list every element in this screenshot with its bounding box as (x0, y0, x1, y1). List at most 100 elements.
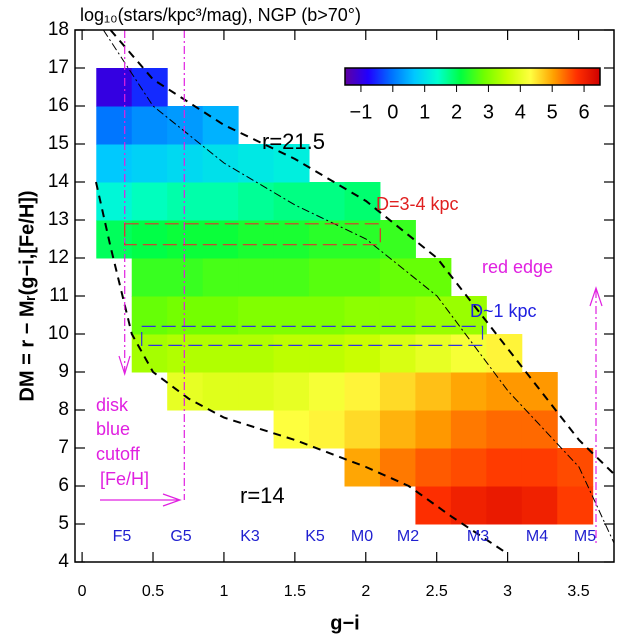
heatmap-cell (131, 296, 168, 335)
heatmap-cell (238, 334, 275, 373)
spectral-type-label: M5 (574, 528, 596, 545)
heatmap-cell (309, 334, 345, 373)
heatmap-cell (273, 220, 310, 259)
arrow-head (589, 286, 603, 307)
heatmap-cell (415, 410, 452, 449)
distance-box-1kpc (141, 325, 484, 346)
annotation: D~1 kpc (470, 301, 537, 321)
heatmap-cell (167, 334, 204, 373)
y-tick-label: 9 (58, 361, 69, 382)
y-axis-label: DM = r − Mᵣ(g−i,[Fe/H]) (16, 190, 38, 401)
colorbar-tick-label: 3 (483, 101, 494, 123)
spectral-type-label: K5 (305, 528, 325, 545)
heatmap-cell (167, 144, 204, 183)
colorbar-tick-label: 0 (387, 101, 398, 123)
y-tick-label: 12 (48, 247, 69, 268)
heatmap-cell (202, 106, 239, 145)
heatmap-cell (521, 448, 558, 487)
annotation: disk (96, 395, 129, 415)
heatmap-cell (344, 220, 381, 259)
heatmap-cell (415, 486, 452, 525)
heatmap-cell (131, 182, 168, 221)
y-tick-label: 13 (48, 209, 69, 230)
heatmap-cell (273, 258, 310, 297)
heatmap-cell (167, 296, 204, 335)
heatmap-cell (415, 296, 452, 335)
heatmap-cell (202, 258, 239, 297)
heatmap-cell (486, 448, 523, 487)
heatmap-cell (167, 182, 204, 221)
heatmap-cell (238, 296, 275, 335)
annotation: red edge (482, 257, 553, 277)
heatmap-cell (379, 372, 416, 411)
colorbar-tick-label: 4 (515, 101, 526, 123)
heatmap-cell (96, 68, 133, 107)
heatmap-cell (167, 106, 204, 145)
annotation: r=21.5 (262, 129, 325, 154)
y-tick-label: 7 (58, 437, 69, 458)
heatmap-cell (344, 448, 381, 487)
heatmap-cell (557, 448, 594, 487)
colorbar-tick-label: 6 (579, 101, 590, 123)
y-tick-label: 18 (48, 19, 69, 40)
y-tick-label: 10 (48, 323, 69, 344)
heatmap-cell (309, 410, 345, 449)
annotation: r=14 (240, 483, 285, 508)
heatmap-cell (450, 334, 487, 373)
heatmap-cell (379, 334, 416, 373)
heatmap-cell (273, 410, 310, 449)
colorbar-tick-label: −1 (350, 101, 373, 123)
heatmap-cell (167, 372, 204, 411)
heatmap-cell (344, 334, 381, 373)
x-tick-label: 2 (361, 583, 370, 600)
heatmap-cell (273, 372, 310, 411)
y-tick-label: 17 (48, 57, 69, 78)
heatmap-cell (486, 334, 523, 373)
heatmap-cell (450, 410, 487, 449)
annotation: cutoff (96, 444, 141, 464)
x-tick-label: 0 (78, 583, 87, 600)
heatmap-cell (450, 448, 487, 487)
heatmap-cell (309, 220, 345, 259)
heatmap-cell (167, 220, 204, 259)
x-tick-label: 1 (219, 583, 228, 600)
y-tick-label: 6 (58, 475, 69, 496)
colorbar-tick-label: 1 (419, 101, 430, 123)
heatmap-cell (273, 296, 310, 335)
heatmap-cell (273, 334, 310, 373)
heatmap-cell (415, 334, 452, 373)
heatmap-cell (450, 296, 487, 335)
heatmap-cell (131, 220, 168, 259)
y-tick-label: 5 (58, 513, 69, 534)
heatmap-cell (131, 106, 168, 145)
heatmap-cell (379, 410, 416, 449)
heatmap-cell (486, 410, 523, 449)
heatmap-cell (238, 220, 275, 259)
heatmap-cell (131, 258, 168, 297)
x-axis-label: g−i (330, 612, 359, 634)
spectral-type-label: G5 (170, 528, 191, 545)
distance-box-3-4kpc (124, 223, 381, 246)
x-tick-label: 3 (503, 583, 512, 600)
heatmap-cell (273, 182, 310, 221)
y-tick-label: 16 (48, 95, 69, 116)
heatmap-cell (379, 296, 416, 335)
heatmap-cell (202, 296, 239, 335)
spectral-type-label: M4 (526, 528, 548, 545)
heatmap-cell (202, 182, 239, 221)
heatmap-cell (415, 258, 452, 297)
heatmap-cell (557, 486, 594, 525)
heatmap-cell (379, 448, 416, 487)
x-tick-label: 3.5 (567, 583, 589, 600)
median-line (102, 29, 615, 544)
heatmap-cell (96, 220, 133, 259)
heatmap-cell (521, 410, 558, 449)
spectral-type-label: M2 (397, 528, 419, 545)
heatmap-cell (415, 372, 452, 411)
heatmap-cell (344, 182, 381, 221)
y-tick-label: 8 (58, 399, 69, 420)
spectral-type-label: M0 (351, 528, 373, 545)
heatmap-cell (521, 486, 558, 525)
heatmap-cell (238, 144, 275, 183)
